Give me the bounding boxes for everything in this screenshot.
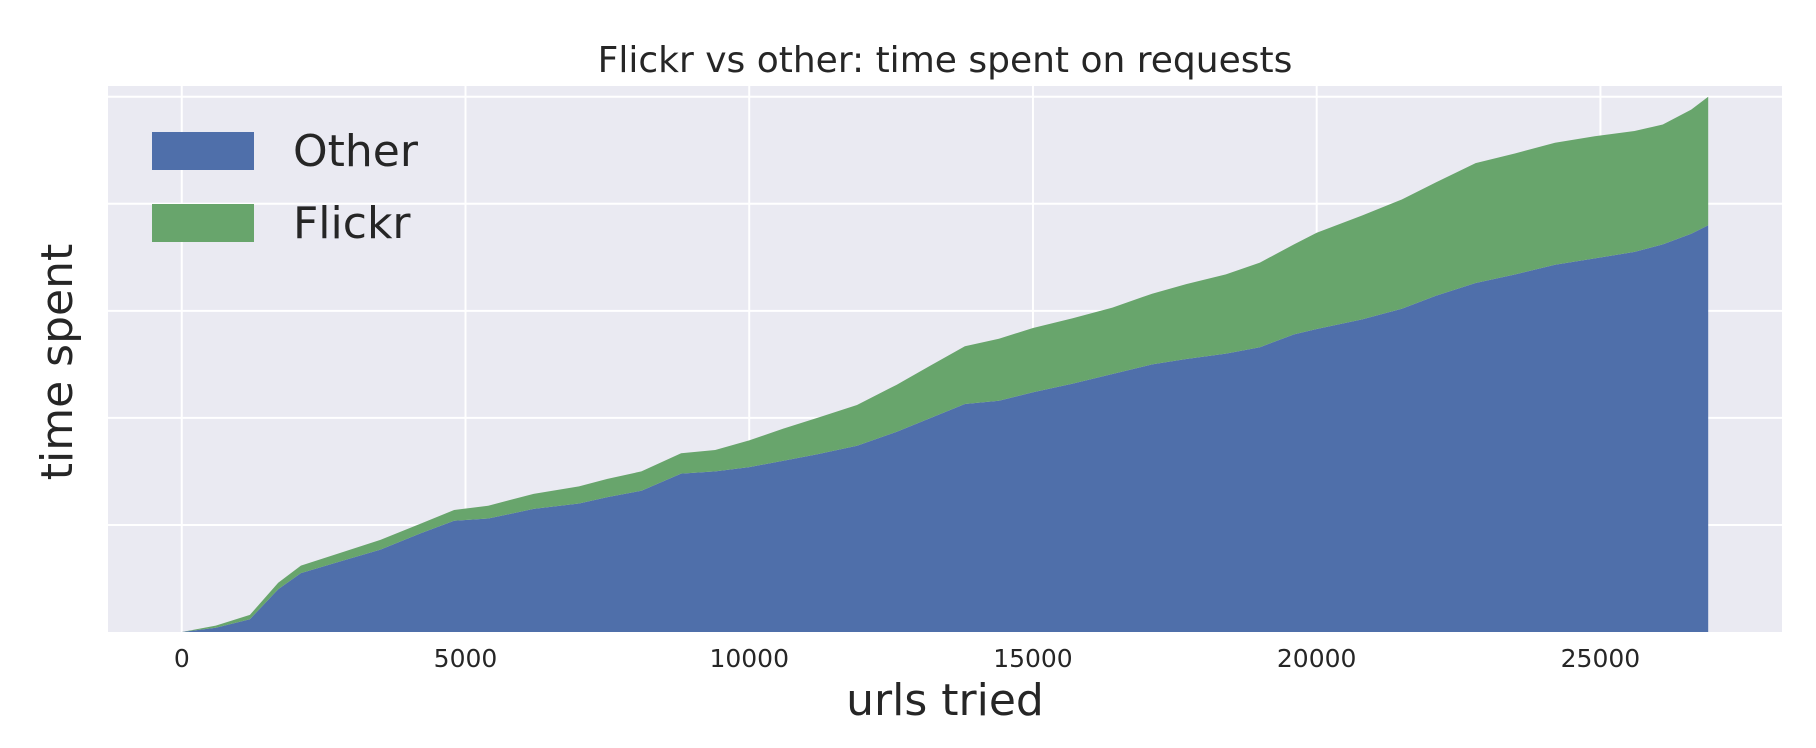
legend: Other Flickr — [152, 126, 419, 249]
x-tick-label: 5000 — [434, 644, 498, 673]
x-tick-labels: 0 5000 10000 15000 20000 25000 — [174, 644, 1640, 673]
area-series — [181, 96, 1709, 632]
legend-swatch-other — [152, 132, 254, 170]
x-axis-label: urls tried — [846, 675, 1044, 726]
area-flickr — [181, 96, 1709, 632]
x-tick-label: 20000 — [1277, 644, 1357, 673]
x-tick-label: 0 — [174, 644, 190, 673]
area-other — [181, 225, 1709, 632]
x-tick-label: 10000 — [709, 644, 789, 673]
chart-title: Flickr vs other: time spent on requests — [598, 40, 1293, 81]
y-axis-label: time spent — [32, 244, 83, 480]
x-tick-label: 25000 — [1561, 644, 1641, 673]
legend-label-flickr: Flickr — [293, 198, 411, 249]
legend-swatch-flickr — [152, 204, 254, 242]
x-tick-label: 15000 — [993, 644, 1073, 673]
legend-label-other: Other — [293, 126, 419, 177]
